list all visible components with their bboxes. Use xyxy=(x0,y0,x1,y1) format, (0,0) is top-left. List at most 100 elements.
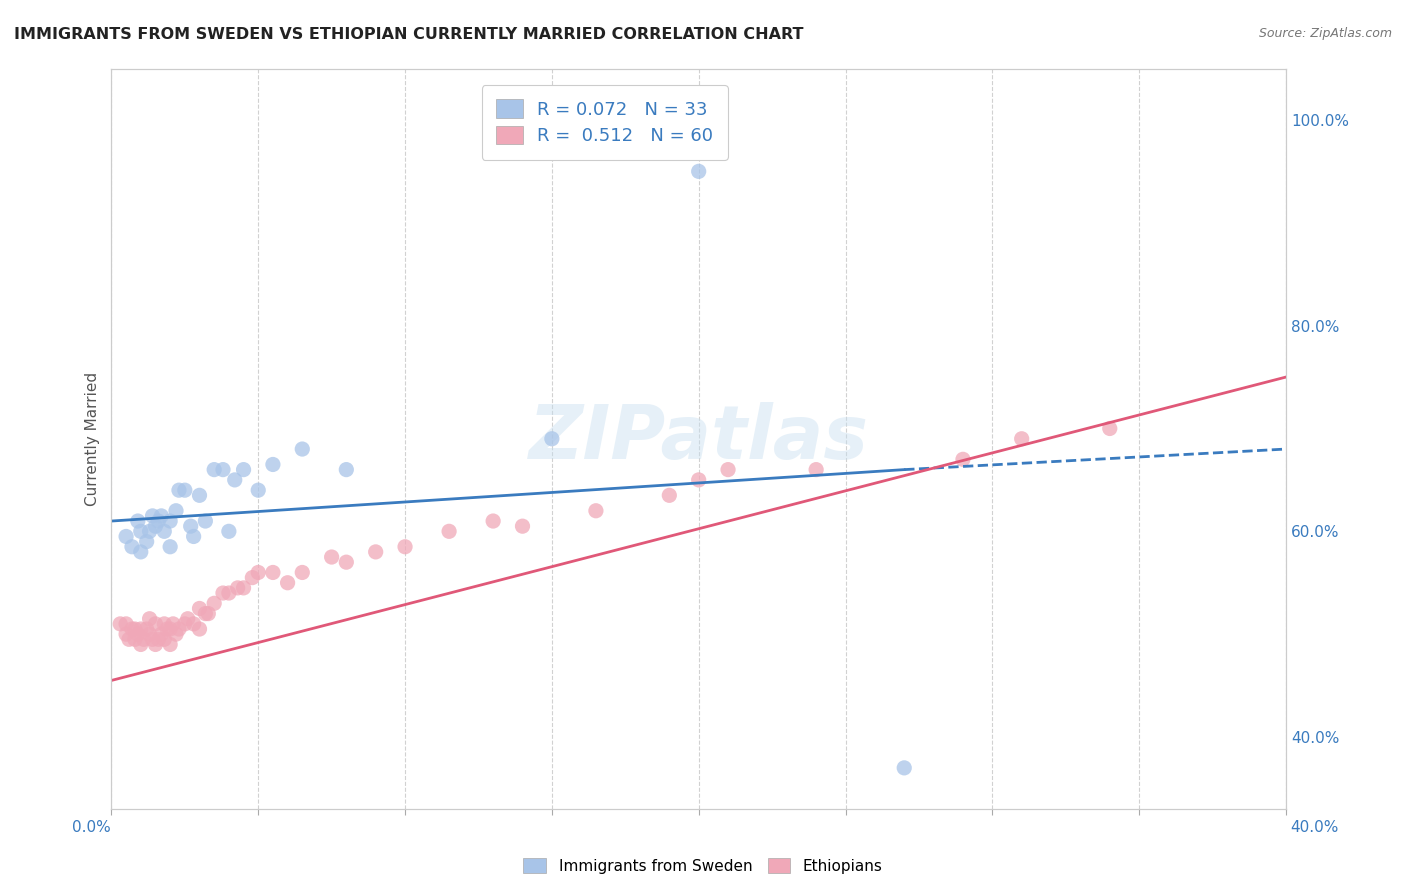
Point xyxy=(321,549,343,564)
Point xyxy=(153,632,176,647)
Point xyxy=(129,524,152,539)
Point xyxy=(188,601,211,615)
Point xyxy=(541,432,564,446)
Point xyxy=(247,566,270,580)
Y-axis label: Currently Married: Currently Married xyxy=(86,372,100,506)
Point xyxy=(226,581,249,595)
Legend: Immigrants from Sweden, Ethiopians: Immigrants from Sweden, Ethiopians xyxy=(517,852,889,880)
Point xyxy=(138,612,160,626)
Point xyxy=(159,540,181,554)
Point xyxy=(124,632,146,647)
Point xyxy=(232,581,254,595)
Point xyxy=(804,462,827,476)
Point xyxy=(262,458,284,472)
Point xyxy=(132,632,155,647)
Point xyxy=(165,504,187,518)
Text: ZIPatlas: ZIPatlas xyxy=(529,402,869,475)
Point xyxy=(1011,432,1033,446)
Point xyxy=(202,596,225,610)
Point xyxy=(291,566,314,580)
Point xyxy=(262,566,284,580)
Point xyxy=(159,637,181,651)
Point xyxy=(124,622,146,636)
Point xyxy=(482,514,505,528)
Point xyxy=(188,622,211,636)
Point xyxy=(165,627,187,641)
Point xyxy=(364,545,387,559)
Point xyxy=(180,519,202,533)
Point xyxy=(167,483,190,498)
Point xyxy=(127,514,149,528)
Point xyxy=(150,627,173,641)
Text: IMMIGRANTS FROM SWEDEN VS ETHIOPIAN CURRENTLY MARRIED CORRELATION CHART: IMMIGRANTS FROM SWEDEN VS ETHIOPIAN CURR… xyxy=(14,27,804,42)
Point xyxy=(167,622,190,636)
Point xyxy=(212,462,235,476)
Point xyxy=(145,519,167,533)
Point xyxy=(658,488,681,502)
Point xyxy=(183,529,205,543)
Point xyxy=(183,616,205,631)
Point xyxy=(688,164,710,178)
Point xyxy=(585,504,607,518)
Point xyxy=(141,632,163,647)
Point xyxy=(138,524,160,539)
Point xyxy=(129,622,152,636)
Point xyxy=(135,622,157,636)
Point xyxy=(121,622,143,636)
Point xyxy=(153,524,176,539)
Point xyxy=(127,627,149,641)
Point xyxy=(240,571,263,585)
Point xyxy=(141,508,163,523)
Point xyxy=(138,627,160,641)
Point xyxy=(148,514,170,528)
Text: 0.0%: 0.0% xyxy=(72,821,111,835)
Point xyxy=(952,452,974,467)
Point xyxy=(335,462,357,476)
Point xyxy=(156,622,179,636)
Point xyxy=(247,483,270,498)
Point xyxy=(135,534,157,549)
Point xyxy=(688,473,710,487)
Point xyxy=(232,462,254,476)
Point xyxy=(437,524,460,539)
Point xyxy=(173,616,195,631)
Point xyxy=(717,462,740,476)
Text: 40.0%: 40.0% xyxy=(1291,821,1339,835)
Point xyxy=(118,632,141,647)
Point xyxy=(115,529,138,543)
Text: Source: ZipAtlas.com: Source: ZipAtlas.com xyxy=(1258,27,1392,40)
Point xyxy=(512,519,534,533)
Point xyxy=(115,627,138,641)
Point xyxy=(110,616,132,631)
Point xyxy=(177,612,200,626)
Point xyxy=(121,540,143,554)
Point xyxy=(150,508,173,523)
Point xyxy=(129,637,152,651)
Point xyxy=(218,586,240,600)
Point xyxy=(188,488,211,502)
Point xyxy=(129,545,152,559)
Point xyxy=(194,514,217,528)
Point xyxy=(224,473,246,487)
Point xyxy=(197,607,219,621)
Point xyxy=(212,586,235,600)
Point xyxy=(277,575,299,590)
Point xyxy=(148,632,170,647)
Point xyxy=(173,483,195,498)
Point xyxy=(893,761,915,775)
Point xyxy=(159,622,181,636)
Point xyxy=(194,607,217,621)
Point xyxy=(394,540,416,554)
Point xyxy=(335,555,357,569)
Point xyxy=(202,462,225,476)
Point xyxy=(145,637,167,651)
Point xyxy=(153,616,176,631)
Point xyxy=(162,616,184,631)
Point xyxy=(159,514,181,528)
Point xyxy=(291,442,314,456)
Point xyxy=(115,616,138,631)
Point xyxy=(145,616,167,631)
Point xyxy=(218,524,240,539)
Legend: R = 0.072   N = 33, R =  0.512   N = 60: R = 0.072 N = 33, R = 0.512 N = 60 xyxy=(481,85,728,160)
Point xyxy=(1098,421,1121,435)
